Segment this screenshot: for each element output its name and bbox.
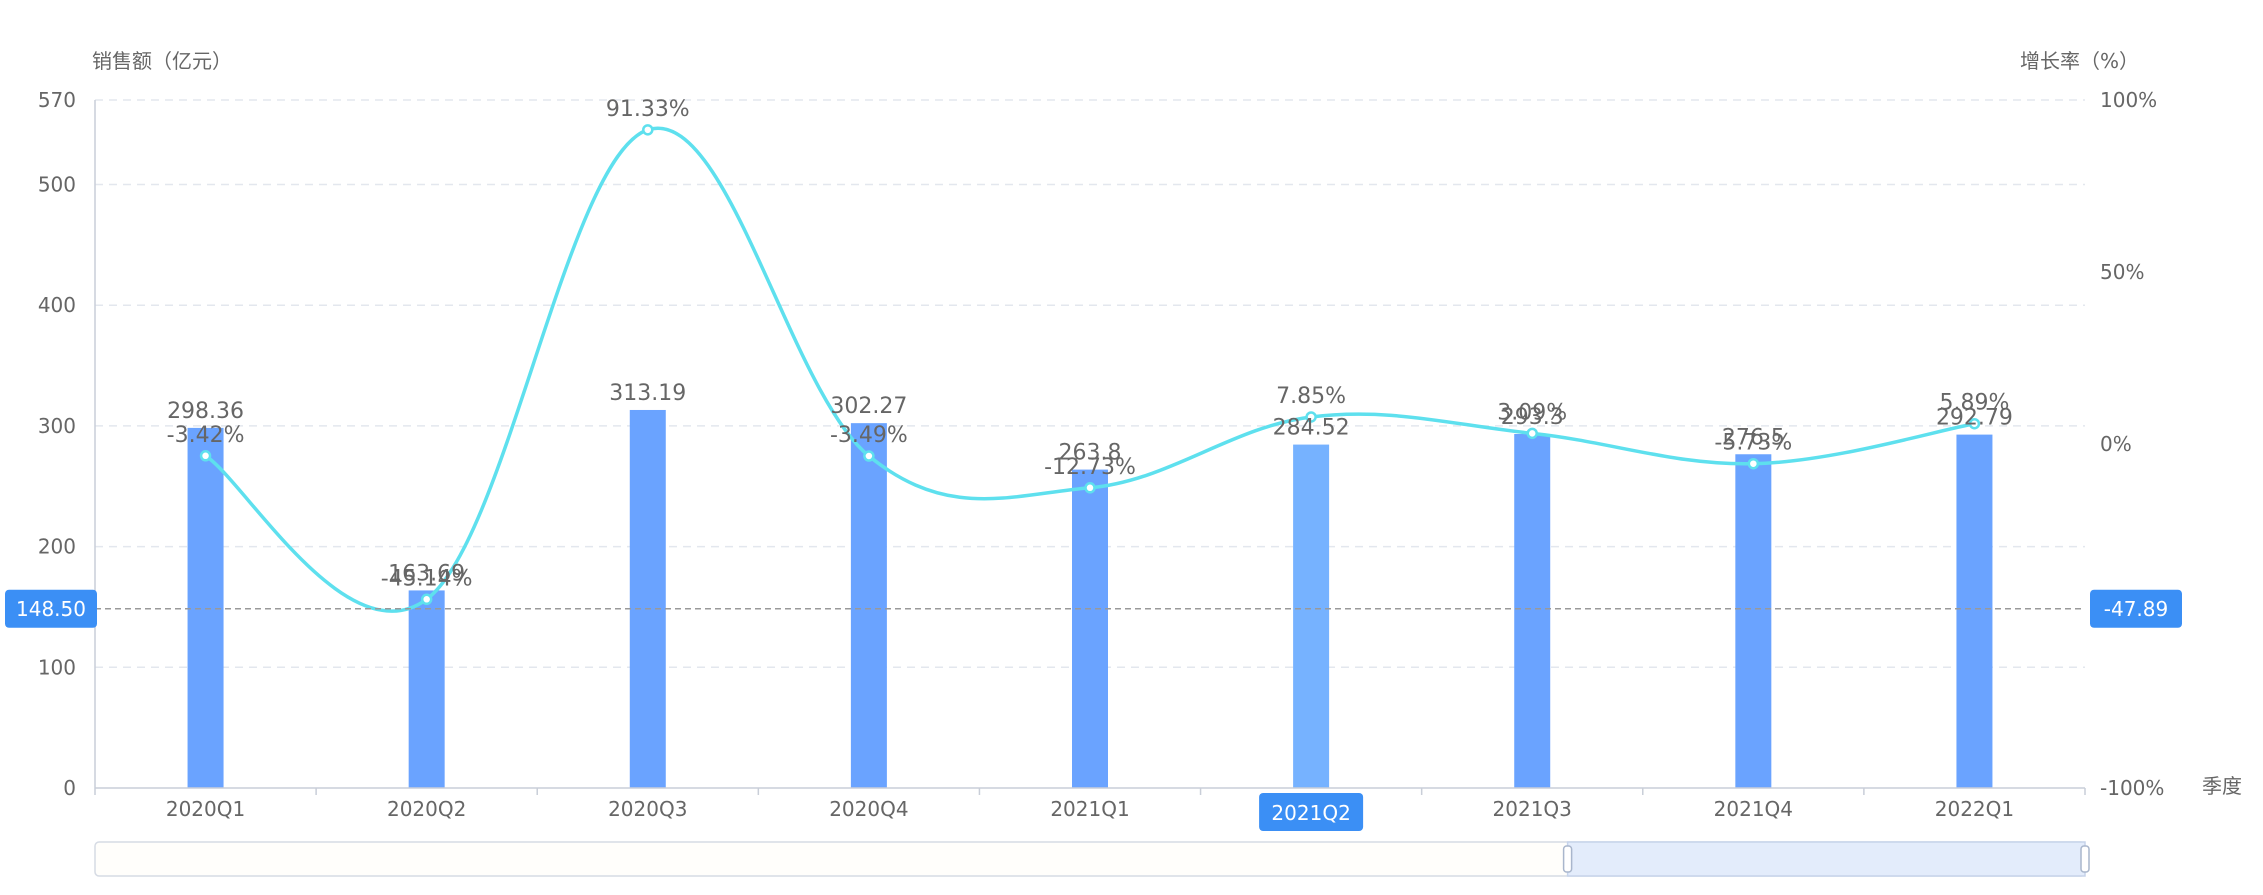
bar-value-label: 263.8 bbox=[1059, 441, 1122, 466]
line-point bbox=[642, 124, 654, 136]
y-left-tick-label: 0 bbox=[63, 776, 76, 800]
y-right-tick-label: 100% bbox=[2100, 88, 2157, 112]
y-right-tick-label: -100% bbox=[2100, 776, 2164, 800]
line-series bbox=[199, 124, 1981, 613]
line-point bbox=[863, 450, 875, 462]
y-right-pointer-label: -47.89 bbox=[2104, 597, 2168, 621]
y-right-axis-title: 增长率（%） bbox=[2020, 49, 2139, 73]
growth-line bbox=[204, 126, 1975, 613]
y-right-tick-label: 50% bbox=[2100, 260, 2144, 284]
y-left-pointer-badge bbox=[5, 589, 97, 628]
x-axis-tick-label: 2020Q2 bbox=[387, 797, 466, 821]
bar bbox=[850, 423, 887, 788]
bar bbox=[1293, 444, 1330, 788]
bar-value-label: 298.36 bbox=[167, 399, 244, 424]
x-axis-tick-label: 2020Q1 bbox=[166, 797, 245, 821]
line-point bbox=[1968, 417, 1981, 430]
x-axis-tick-label: 2022Q1 bbox=[1935, 797, 2014, 821]
line-point bbox=[420, 593, 433, 606]
x-axis-pointer-badge bbox=[1259, 793, 1364, 831]
datazoom-handle-left[interactable] bbox=[1562, 845, 1573, 873]
bar bbox=[1072, 469, 1108, 788]
line-value-label: -3.42% bbox=[167, 423, 245, 448]
x-axis-title: 季度 bbox=[2202, 774, 2242, 798]
bar-value-label: 313.19 bbox=[609, 381, 686, 406]
bar-value-label: 302.27 bbox=[830, 394, 907, 419]
line-point bbox=[1526, 427, 1538, 440]
datazoom-slider[interactable] bbox=[94, 841, 2090, 877]
y-right-pointer-badge bbox=[2090, 589, 2182, 628]
bar bbox=[1514, 433, 1551, 788]
line-point bbox=[1305, 411, 1317, 423]
x-axis-tick-label: 2020Q3 bbox=[608, 797, 687, 821]
line-value-label: 7.85% bbox=[1276, 384, 1346, 409]
line-value-label: -5.73% bbox=[1714, 431, 1792, 456]
line-value-label: -12.73% bbox=[1044, 455, 1136, 480]
line-value-label: 91.33% bbox=[606, 97, 690, 122]
line-value-label: -3.49% bbox=[830, 423, 908, 448]
bar bbox=[187, 427, 224, 788]
y-left-pointer-label: 148.50 bbox=[16, 597, 86, 621]
data-labels: 298.36 163.69 313.19 302.27 263.8 284.52 293.3… bbox=[167, 97, 2013, 591]
bar-value-label: 163.69 bbox=[388, 561, 465, 586]
y-left-tick-label: 570 bbox=[38, 88, 76, 112]
bar bbox=[1735, 454, 1772, 788]
bar-value-label: 293.3 bbox=[1501, 405, 1564, 430]
y-left-tick-label: 200 bbox=[38, 535, 76, 559]
x-axis-tick-label: 2021Q3 bbox=[1493, 797, 1572, 821]
y-left-axis-title: 销售额（亿元） bbox=[92, 49, 232, 73]
line-point bbox=[199, 450, 212, 462]
bar-value-label: 276.5 bbox=[1722, 425, 1785, 450]
bar-value-label: 292.79 bbox=[1936, 406, 2013, 431]
bar bbox=[1956, 434, 1993, 788]
x-axis-tick-label: 2021Q1 bbox=[1050, 797, 1129, 821]
y-left-tick-label: 300 bbox=[38, 414, 76, 438]
line-value-label: 3.09% bbox=[1497, 400, 1567, 425]
line-value-label: 5.89% bbox=[1939, 391, 2009, 416]
x-axis-tick-label: 2021Q2 bbox=[1271, 801, 1350, 825]
line-value-label: -45.14% bbox=[381, 566, 473, 591]
bar-series bbox=[187, 409, 1993, 788]
bar-value-label: 284.52 bbox=[1273, 416, 1350, 441]
x-axis-tick-label: 2020Q4 bbox=[829, 797, 908, 821]
y-left-tick-label: 100 bbox=[38, 655, 76, 679]
y-left-tick-label: 500 bbox=[38, 172, 76, 196]
datazoom-handle-right[interactable] bbox=[2080, 845, 2090, 873]
bar bbox=[408, 590, 445, 788]
axes: 0 100 200 300 400 500 570 -100% 0% 50% 100% 2020Q1 2… bbox=[38, 88, 2164, 831]
bar bbox=[629, 409, 666, 788]
y-right-tick-label: 0% bbox=[2100, 432, 2132, 456]
line-point bbox=[1084, 482, 1096, 494]
datazoom-selection[interactable] bbox=[1566, 841, 2086, 877]
x-axis-tick-label: 2021Q4 bbox=[1714, 797, 1793, 821]
crosshair: 148.50 -47.89 bbox=[5, 589, 2182, 628]
y-left-tick-label: 400 bbox=[38, 293, 76, 317]
line-point bbox=[1747, 457, 1760, 470]
